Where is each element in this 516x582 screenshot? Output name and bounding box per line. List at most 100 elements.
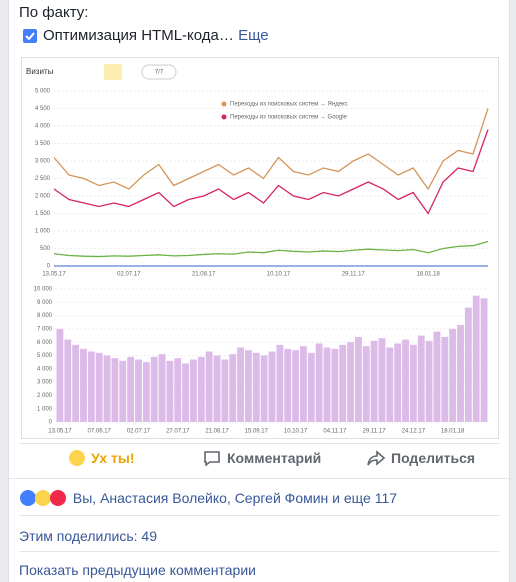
bar	[182, 363, 190, 422]
line	[53, 129, 489, 215]
reactions[interactable]: Вы, Анастасия Волейко, Сергей Фомин и ещ…	[19, 489, 397, 507]
checkbox[interactable]	[23, 29, 37, 43]
y-tick-label: 4 500	[35, 106, 51, 112]
bar	[158, 354, 166, 422]
y-tick-label: 4 000	[35, 124, 51, 130]
bar	[378, 338, 386, 422]
bar	[457, 324, 464, 422]
y-tick-label: 3 000	[35, 159, 51, 165]
x-tick-label: 02.07.17	[127, 429, 151, 435]
bar	[127, 356, 135, 422]
bar	[87, 351, 95, 422]
chart-image: 0 500 1 000 1 500 2 000 2 500 3 000 3 500 4 000 4…	[21, 57, 499, 439]
bar	[284, 348, 292, 422]
bar	[402, 339, 409, 422]
x-tick-label: 29.11.17	[363, 429, 387, 435]
x-tick-label: 18.01.18	[416, 272, 440, 278]
bar	[205, 351, 213, 422]
bar	[417, 335, 425, 422]
comment-button[interactable]: Комментарий	[203, 450, 321, 467]
x-tick-label: 13.05.17	[42, 272, 66, 278]
bar	[331, 348, 339, 422]
x-tick-label: 27.07.17	[166, 429, 190, 435]
x-tick-label: 21.08.17	[205, 429, 229, 435]
y-tick-label: 0	[47, 264, 51, 270]
counter: 7/7	[155, 70, 164, 76]
y-tick-label: 0	[49, 420, 53, 426]
x-tick-label: 21.08.17	[192, 272, 216, 278]
x-tick-label: 04.11.17	[323, 429, 347, 435]
bar	[119, 360, 127, 422]
item-text: Оптимизация HTML-кода… Еще	[43, 27, 269, 44]
divider	[19, 515, 499, 516]
bar	[174, 358, 182, 422]
bar	[323, 347, 331, 422]
shares[interactable]: Этим поделились: 49	[19, 528, 157, 544]
x-tick-label: 29.11.17	[342, 272, 366, 278]
x-tick-label: 02.07.17	[117, 272, 141, 278]
divider	[19, 551, 499, 552]
bar	[80, 348, 87, 422]
bar	[190, 359, 197, 422]
y-tick-label: 500	[40, 246, 51, 252]
item: Оптимизация HTML-кода…	[43, 27, 234, 44]
chart: 0 500 1 000 1 500 2 000 2 500 3 000 3 500 4 000 4…	[26, 64, 489, 435]
bar	[315, 343, 323, 422]
bar	[103, 355, 111, 422]
bar	[150, 356, 158, 422]
y-tick-label: 2 000	[35, 194, 51, 200]
share-icon	[367, 450, 386, 466]
divider	[9, 478, 509, 479]
bar	[386, 347, 394, 422]
y-tick-label: 9 000	[37, 300, 53, 306]
bar	[260, 355, 268, 422]
y-tick-label: 6 000	[37, 340, 53, 346]
legend-marker	[221, 101, 227, 107]
reaction-icons	[20, 490, 66, 506]
more-link[interactable]: Еще	[238, 27, 269, 44]
bar	[252, 352, 260, 422]
x-tick-label: 10.10.17	[267, 272, 291, 278]
bar	[142, 362, 150, 422]
bar	[464, 307, 472, 422]
y-tick-label: 1 000	[37, 406, 53, 412]
bar	[307, 352, 315, 422]
wow-button[interactable]: Ух ты!	[69, 450, 135, 466]
legend-label: Переходы из поисковых систем → Google	[230, 115, 348, 121]
y-tick-label: 5 000	[35, 89, 51, 95]
x-tick-label: 18.01.18	[441, 429, 465, 435]
post: По факту: Оптимизация HTML-кода… Еще 0 50…	[8, 0, 510, 582]
y-tick-label: 3 500	[35, 141, 51, 147]
bar	[394, 343, 402, 422]
bar	[56, 328, 64, 422]
bar	[449, 328, 457, 422]
bar	[72, 344, 80, 422]
bar	[135, 359, 142, 422]
action: Поделиться	[391, 450, 476, 466]
bar	[276, 344, 284, 422]
bar	[197, 356, 205, 422]
y-tick-label: 5 000	[37, 353, 53, 359]
legend-marker	[221, 114, 227, 120]
share-button[interactable]: Поделиться	[367, 450, 475, 466]
bar	[472, 295, 480, 422]
bar	[237, 347, 245, 422]
x-tick-label: 13.05.17	[48, 429, 72, 435]
bar	[245, 350, 252, 422]
bar	[339, 344, 347, 422]
y-tick-label: 10 000	[34, 287, 53, 293]
bar	[347, 342, 354, 422]
heading: По факту:	[19, 4, 89, 21]
bar	[166, 360, 174, 422]
y-tick-label: 7 000	[37, 326, 53, 332]
bar	[221, 359, 229, 422]
bar	[292, 350, 299, 422]
bar	[362, 346, 370, 422]
bar	[425, 340, 433, 422]
divider	[19, 443, 499, 444]
counter-box	[141, 64, 177, 80]
reactions-text: Вы, Анастасия Волейко, Сергей Фомин и ещ…	[72, 490, 398, 506]
toolbar-active	[104, 64, 122, 80]
show-comments[interactable]: Показать предыдущие комментарии	[19, 562, 256, 578]
